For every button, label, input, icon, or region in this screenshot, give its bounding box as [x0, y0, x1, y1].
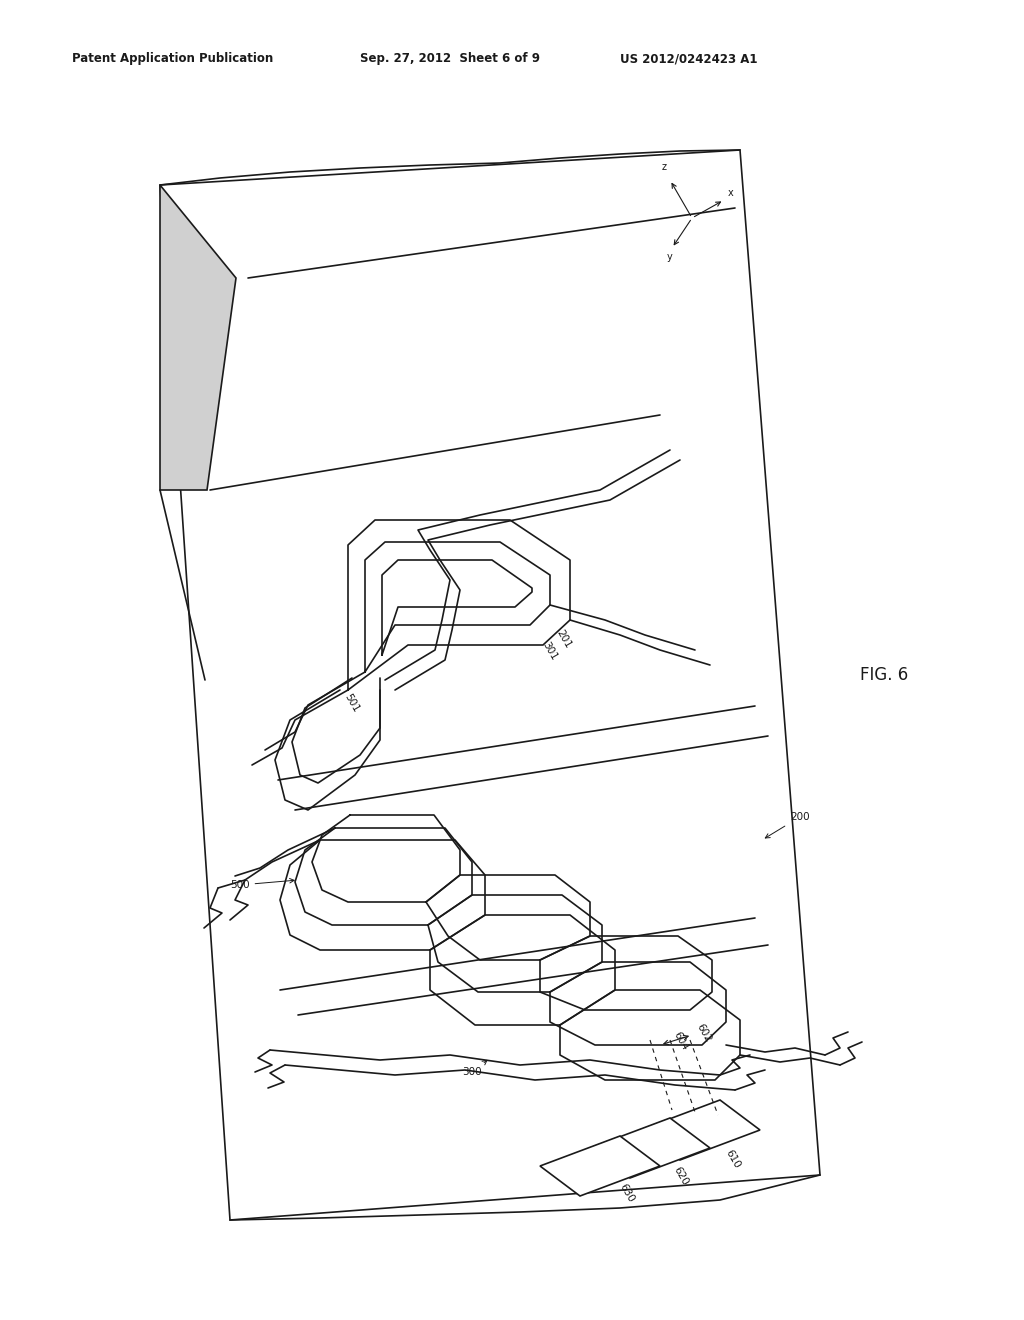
- Text: 300: 300: [462, 1060, 487, 1077]
- Polygon shape: [160, 185, 236, 490]
- Polygon shape: [160, 150, 820, 1220]
- Text: 604: 604: [672, 1030, 690, 1052]
- Text: 500: 500: [230, 879, 294, 890]
- Text: 602: 602: [695, 1022, 714, 1044]
- Text: Sep. 27, 2012  Sheet 6 of 9: Sep. 27, 2012 Sheet 6 of 9: [360, 51, 540, 65]
- Text: 200: 200: [765, 812, 810, 838]
- Text: 501: 501: [342, 692, 360, 714]
- Text: z: z: [662, 162, 667, 172]
- Text: FIG. 6: FIG. 6: [860, 667, 908, 684]
- Text: 201: 201: [555, 628, 573, 649]
- Text: x: x: [728, 187, 734, 198]
- Polygon shape: [590, 1118, 710, 1177]
- Text: 301: 301: [540, 640, 558, 663]
- Text: US 2012/0242423 A1: US 2012/0242423 A1: [620, 51, 758, 65]
- Text: y: y: [667, 252, 673, 261]
- Text: 610: 610: [724, 1148, 742, 1170]
- Polygon shape: [540, 1137, 660, 1196]
- Text: Patent Application Publication: Patent Application Publication: [72, 51, 273, 65]
- Text: 620: 620: [672, 1164, 690, 1187]
- Polygon shape: [640, 1100, 760, 1160]
- Text: 630: 630: [618, 1181, 637, 1204]
